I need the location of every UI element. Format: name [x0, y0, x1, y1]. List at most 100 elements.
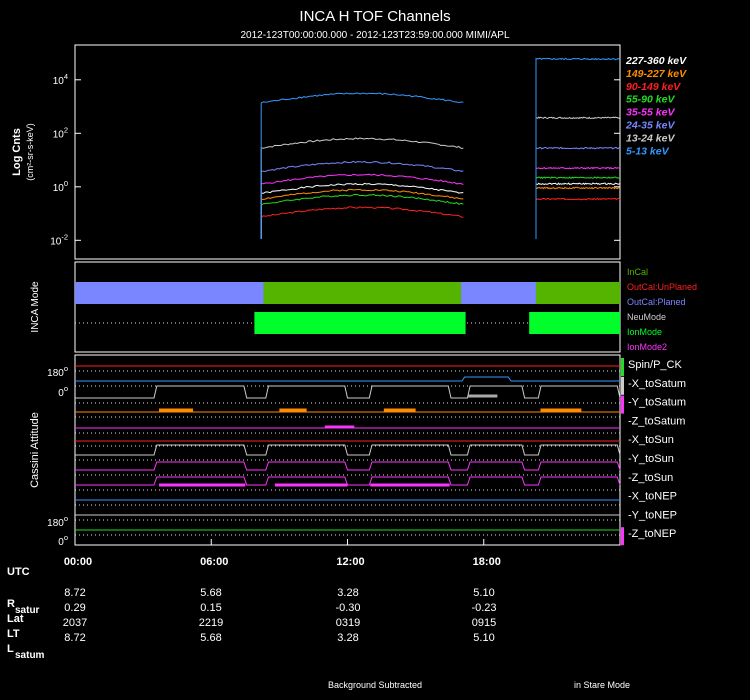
mode-legend-entry: InCal: [627, 267, 648, 277]
tof-ylabel: Log Cnts: [11, 128, 23, 176]
ephemeris-value: 3.28: [337, 587, 358, 599]
attitude-legend-entry: Spin/P_CK: [628, 359, 682, 371]
inca-mode-ylabel: INCA Mode: [30, 281, 41, 333]
mode-bar-bottom: [254, 312, 466, 334]
attitude-legend-bar: [621, 358, 624, 376]
ephemeris-value: 2037: [63, 617, 87, 629]
mode-bar-top: [75, 282, 264, 304]
attitude-ytick-label: 0o: [58, 533, 68, 548]
tof-series-line: [535, 182, 621, 239]
tof-ytick-label: 102: [53, 125, 68, 140]
attitude-legend-entry: -Z_toSun: [628, 472, 673, 484]
ephemeris-value: 5.68: [200, 587, 221, 599]
tof-series-line: [260, 206, 464, 239]
attitude-legend-entry: -X_toSun: [628, 434, 674, 446]
ephemeris-row-sublabel: satum: [15, 650, 45, 661]
ephemeris-row-label: Lat: [7, 613, 24, 625]
tof-series-line: [535, 57, 621, 239]
ephemeris-value: 0319: [336, 617, 360, 629]
tof-series-line: [260, 173, 464, 239]
mode-bar-top: [535, 282, 620, 304]
tof-series-line: [535, 116, 621, 239]
ephemeris-value: 5.10: [473, 632, 494, 644]
ephemeris-row-label: LT: [7, 628, 20, 640]
footer-right: in Stare Mode: [574, 680, 630, 690]
attitude-legend-entry: -X_toNEP: [628, 491, 677, 503]
attitude-legend-entry: -Y_toNEP: [628, 509, 677, 521]
tof-series-line: [260, 182, 464, 239]
attitude-series-line: [75, 376, 620, 382]
tof-series-line: [260, 92, 464, 239]
mode-bar-top: [461, 282, 536, 304]
ephemeris-value: 0.29: [64, 602, 85, 614]
time-tick-label: 12:00: [336, 556, 364, 568]
time-tick-label: 00:00: [64, 556, 92, 568]
ephemeris-value: 0915: [472, 617, 496, 629]
ephemeris-value: -0.30: [335, 602, 360, 614]
tof-legend-entry: 13-24 keV: [626, 132, 675, 144]
attitude-frame: [74, 354, 621, 546]
tof-panel-frame: [74, 44, 621, 260]
attitude-ytick-label: 180o: [47, 364, 68, 379]
time-axis: 00:00 06:00 12:00 18:00: [64, 539, 501, 568]
attitude-legend-bar: [621, 527, 624, 546]
tof-ytick-label: 100: [53, 179, 68, 194]
ephemeris-value: 0.15: [200, 602, 221, 614]
chart-subtitle: 2012-123T00:00:00.000 - 2012-123T23:59:0…: [240, 30, 510, 41]
tof-series-line: [260, 193, 464, 239]
tof-ytick-label: 104: [53, 72, 68, 87]
cassini-attitude-panel: Cassini Attitude 180o 0o 180o 0o Spin/P_CK -…: [29, 354, 686, 548]
attitude-legend-bar: [621, 395, 624, 414]
attitude-legend-entry: -Y_toSatum: [628, 397, 686, 409]
ephemeris-value: 5.10: [473, 587, 494, 599]
inca-mode-frame: [74, 261, 621, 353]
tof-legend-entry: 35-55 keV: [626, 107, 675, 119]
attitude-ytick-label: 180o: [47, 514, 68, 529]
mode-legend-entry: IonMode: [627, 327, 662, 337]
inca-mode-panel: INCA Mode InCal OutCal:UnPlaned OutCal:Pla…: [30, 261, 697, 353]
ephemeris-row-label: L: [7, 643, 14, 655]
attitude-series-line: [75, 444, 621, 456]
tof-ytick-label: 10-2: [50, 232, 68, 247]
attitude-series-line: [75, 385, 621, 399]
attitude-ytick-label: 0o: [58, 384, 68, 399]
tof-legend-entry: 5-13 keV: [626, 145, 670, 157]
ephemeris-row-sublabel: satur: [15, 605, 40, 616]
attitude-legend-entry: -Z_toNEP: [628, 528, 676, 540]
tof-series-line: [260, 160, 464, 239]
ephemeris-row-label: R: [7, 598, 15, 610]
attitude-legend-entry: -Z_toSatum: [628, 415, 685, 427]
attitude-ylabel: Cassini Attitude: [29, 412, 41, 488]
utc-label: UTC: [7, 566, 30, 578]
footer-left: Background Subtracted: [328, 680, 422, 690]
tof-legend-entry: 90-149 keV: [626, 81, 681, 93]
ephemeris-value: 8.72: [64, 587, 85, 599]
tof-series-line: [535, 166, 621, 239]
tof-series-line: [535, 197, 621, 239]
chart-title: INCA H TOF Channels: [299, 8, 450, 25]
tof-series-line: [535, 176, 621, 239]
ephemeris-value: 3.28: [337, 632, 358, 644]
tof-legend-entry: 227-360 keV: [625, 55, 687, 67]
tof-legend-entry: 24-35 keV: [625, 120, 675, 132]
ephemeris-value: 8.72: [64, 632, 85, 644]
tof-series-line: [260, 188, 464, 239]
tof-series-line: [535, 146, 621, 239]
mode-bar-top: [263, 282, 462, 304]
ephemeris-value: -0.23: [471, 602, 496, 614]
mode-legend-entry: IonMode2: [627, 342, 667, 352]
ephemeris-value: 5.68: [200, 632, 221, 644]
tof-panel: Log Cnts (cm²-sr-s-keV) 104 102 100 10-2 22…: [11, 44, 687, 260]
mode-legend-entry: NeuMode: [627, 312, 666, 322]
mode-legend-entry: OutCal:UnPlaned: [627, 282, 697, 292]
tof-yunits: (cm²-sr-s-keV): [25, 123, 35, 181]
mode-bar-bottom: [529, 312, 620, 334]
time-tick-label: 18:00: [473, 556, 501, 568]
tof-series-line: [535, 186, 621, 239]
attitude-legend-bar: [621, 376, 624, 395]
tof-series-line: [260, 137, 464, 239]
tof-legend-entry: 55-90 keV: [626, 94, 675, 106]
attitude-legend-entry: -Y_toSun: [628, 453, 674, 465]
